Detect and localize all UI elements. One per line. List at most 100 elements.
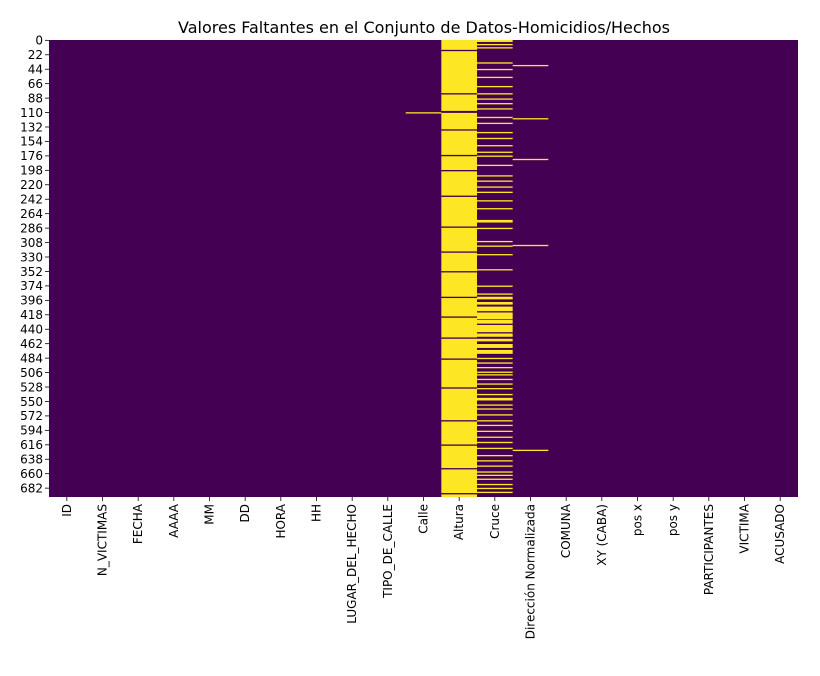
missing-cell-cruce: [477, 296, 513, 300]
missing-cell-cruce: [477, 227, 513, 230]
missing-cell-cruce: [477, 424, 513, 427]
x-tick-label-calle: Calle: [417, 504, 431, 534]
missing-cell-cruce: [477, 338, 513, 342]
y-tick-label: 550: [20, 395, 43, 409]
y-tick-label: 506: [20, 366, 43, 380]
missing-cell-altura: [441, 156, 477, 171]
missing-cell-cruce: [477, 254, 513, 256]
missing-cell-cruce: [477, 478, 513, 480]
missing-cell-cruce: [477, 393, 513, 396]
y-tick-label: 484: [20, 351, 43, 365]
y-tick-label: 528: [20, 380, 43, 394]
y-tick-label: 440: [20, 323, 43, 337]
missing-cell-cruce: [477, 40, 513, 42]
missing-cell-cruce: [477, 68, 513, 71]
missing-cell-cruce: [477, 344, 513, 348]
missing-cell-altura: [441, 171, 477, 196]
y-tick-label: 264: [20, 207, 43, 221]
missing-cell-cruce: [477, 408, 513, 410]
y-tick-label: 330: [20, 250, 43, 264]
missing-cell-cruce: [477, 145, 513, 147]
missing-cell-cruce: [477, 164, 513, 167]
missing-cell-cruce: [477, 175, 513, 177]
missing-cell-cruce: [477, 200, 513, 202]
missing-cell-cruce: [477, 108, 513, 110]
y-tick-label: 66: [28, 77, 43, 91]
y-tick-label: 220: [20, 178, 43, 192]
y-tick-label: 308: [20, 236, 43, 250]
y-tick-label: 22: [28, 48, 43, 62]
missing-cell-cruce: [477, 155, 513, 157]
missing-cell-altura: [441, 252, 477, 272]
missing-cell-cruce: [477, 366, 513, 369]
y-tick-label: 616: [20, 438, 43, 452]
missing-cell-altura: [441, 94, 477, 111]
x-tick-label-tipo-de-calle: TIPO_DE_CALLE: [381, 504, 395, 599]
x-tick-label-hh: HH: [310, 504, 324, 522]
missing-cell-cruce: [477, 47, 513, 49]
y-tick-label: 418: [20, 308, 43, 322]
heatmap-background: [49, 40, 798, 497]
missing-cell-altura: [441, 227, 477, 252]
missing-cell-cruce: [477, 122, 513, 125]
missing-cell-cruce: [477, 306, 513, 312]
missing-cell-altura: [441, 51, 477, 94]
missing-cell-cruce: [477, 383, 513, 385]
y-tick-label: 594: [20, 424, 43, 438]
missing-cell-direccion-normalizada: [512, 64, 549, 67]
missing-cell-altura: [441, 445, 477, 469]
missing-cell-altura: [441, 298, 477, 317]
y-tick-label: 660: [20, 467, 43, 481]
missing-cell-cruce: [477, 447, 513, 450]
y-tick-label: 682: [20, 481, 43, 495]
missing-cell-cruce: [477, 43, 513, 46]
missing-cell-altura: [441, 272, 477, 297]
missing-cell-cruce: [477, 454, 513, 457]
missing-cell-cruce: [477, 471, 513, 473]
missing-cell-cruce: [477, 474, 513, 476]
y-tick-label: 638: [20, 453, 43, 467]
missing-cell-cruce: [477, 293, 513, 295]
missing-cell-cruce: [477, 285, 513, 287]
missing-cell-cruce: [477, 301, 513, 305]
chart-title: Valores Faltantes en el Conjunto de Dato…: [178, 18, 670, 37]
missing-cell-direccion-normalizada: [512, 244, 549, 247]
y-tick-label: 374: [20, 279, 43, 293]
missing-cell-cruce: [477, 180, 513, 182]
x-tick-label-n-victimas: N_VICTIMAS: [96, 504, 110, 576]
missing-cell-altura: [441, 359, 477, 388]
x-tick-label-hora: HORA: [274, 503, 288, 538]
y-tick-label: 352: [20, 265, 43, 279]
missing-cell-altura: [441, 196, 477, 227]
missing-cell-cruce: [477, 460, 513, 462]
missing-cell-cruce: [477, 98, 513, 100]
y-tick-label: 242: [20, 193, 43, 207]
missing-cell-cruce: [477, 62, 513, 64]
missing-cell-cruce: [477, 312, 513, 320]
missing-cell-cruce: [477, 436, 513, 438]
y-tick-label: 154: [20, 135, 43, 149]
y-tick-label: 572: [20, 409, 43, 423]
missing-cell-altura: [441, 421, 477, 445]
missing-cell-cruce: [477, 441, 513, 444]
y-tick-label: 44: [28, 63, 43, 77]
missing-cell-cruce: [477, 191, 513, 193]
missing-cell-cruce: [477, 151, 513, 153]
missing-cell-cruce: [477, 93, 513, 95]
missing-cell-direccion-normalizada: [512, 158, 549, 161]
plot-area: [49, 40, 798, 497]
missing-cell-altura: [441, 469, 477, 494]
missing-cell-altura: [441, 338, 477, 359]
missing-cell-cruce: [477, 404, 513, 406]
missing-cell-cruce: [477, 324, 513, 333]
missing-cell-cruce: [477, 491, 513, 494]
missing-cell-cruce: [477, 378, 513, 381]
missing-cell-altura: [441, 40, 477, 50]
x-tick-label-pos-x: pos x: [631, 504, 645, 536]
x-tick-label-id: ID: [60, 504, 74, 517]
missing-cell-cruce: [477, 269, 513, 271]
y-tick-label: 110: [20, 106, 43, 120]
missing-cell-cruce: [477, 219, 513, 223]
missing-cell-cruce: [477, 85, 513, 88]
